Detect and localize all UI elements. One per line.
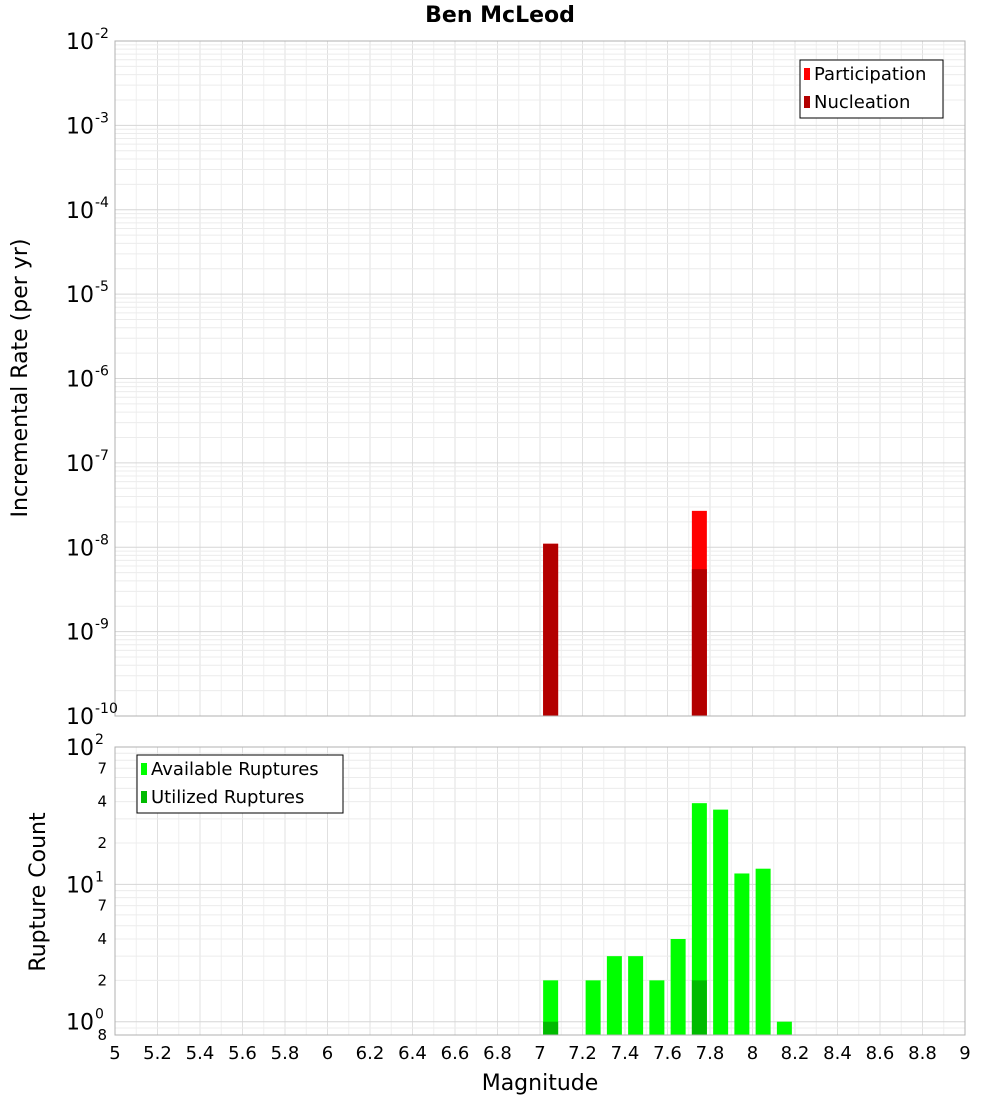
- bar-utilized-ruptures: [691, 980, 707, 1035]
- x-tick-label: 8.4: [823, 1043, 852, 1064]
- y-tick-label: 10: [66, 368, 94, 393]
- bar-available-ruptures: [670, 939, 686, 1035]
- y-tick-label: 10: [66, 621, 94, 646]
- legend-0: Participation Nucleation: [799, 59, 944, 119]
- x-tick-label: 6.6: [441, 1043, 470, 1064]
- x-tick-label: 8: [747, 1043, 758, 1064]
- x-tick-label: 7.6: [653, 1043, 682, 1064]
- x-tick-label: 5.8: [271, 1043, 300, 1064]
- legend-swatch: [141, 791, 147, 803]
- bar-available-ruptures: [776, 1021, 792, 1035]
- bar-utilized-ruptures: [543, 1021, 559, 1035]
- x-tick-label: 9: [959, 1043, 970, 1064]
- legend-box: [799, 59, 944, 119]
- x-tick-label: 5: [109, 1043, 120, 1064]
- y-tick-label: 8: [97, 1026, 107, 1044]
- legend-1: Available Ruptures Utilized Ruptures: [136, 754, 344, 814]
- y-tick-label-exponent: -3: [95, 110, 109, 126]
- y-tick-label: 10: [66, 873, 94, 898]
- bar-available-ruptures: [691, 803, 707, 1035]
- legend-swatch: [804, 96, 810, 108]
- x-tick-label: 8.6: [866, 1043, 895, 1064]
- y-tick-label-exponent: -8: [95, 532, 109, 548]
- bar-available-ruptures: [649, 980, 665, 1035]
- y-tick-label: 10: [66, 1011, 94, 1036]
- y-tick-label: 10: [66, 199, 94, 224]
- x-tick-label: 6: [322, 1043, 333, 1064]
- bar-available-ruptures: [606, 956, 622, 1035]
- y-tick-label: 4: [97, 930, 107, 948]
- x-tick-label: 7: [534, 1043, 545, 1064]
- legend-label: Nucleation: [814, 92, 910, 113]
- y-tick-label: 2: [97, 971, 107, 989]
- y-tick-label: 10: [66, 736, 94, 761]
- y-tick-label-exponent: -7: [95, 448, 109, 464]
- x-tick-label: 7.8: [696, 1043, 725, 1064]
- y-tick-label: 10: [66, 705, 94, 730]
- legend-swatch: [804, 68, 810, 80]
- x-tick-label: 5.2: [143, 1043, 172, 1064]
- top-y-axis-label: Incremental Rate (per yr): [8, 239, 33, 518]
- legend-swatch: [141, 763, 147, 775]
- y-tick-label-exponent: 0: [95, 1007, 104, 1023]
- y-tick-label-exponent: 1: [95, 869, 104, 885]
- plot-border-0: [114, 40, 966, 717]
- y-tick-label: 10: [66, 114, 94, 139]
- bar-available-ruptures: [585, 980, 601, 1035]
- y-tick-label-exponent: -2: [95, 26, 109, 42]
- y-tick-label: 4: [97, 793, 107, 811]
- plot-border-1: [114, 746, 966, 1036]
- y-tick-label: 10: [66, 452, 94, 477]
- y-tick-label: 10: [66, 30, 94, 55]
- x-tick-label: 8.8: [908, 1043, 937, 1064]
- legend-label: Participation: [814, 64, 926, 85]
- y-tick-label: 7: [97, 897, 107, 915]
- y-tick-label: 10: [66, 283, 94, 308]
- x-tick-label: 6.8: [483, 1043, 512, 1064]
- x-axis-label: Magnitude: [482, 1071, 599, 1096]
- bar-available-ruptures: [543, 980, 559, 1035]
- y-tick-label-exponent: -9: [95, 617, 109, 633]
- bar-available-ruptures: [713, 809, 729, 1035]
- bar-nucleation: [691, 569, 707, 716]
- legend-box: [136, 754, 344, 814]
- y-tick-label-exponent: -4: [95, 195, 109, 211]
- bottom-y-axis-label: Rupture Count: [26, 812, 51, 972]
- x-tick-label: 7.2: [568, 1043, 597, 1064]
- y-tick-label-exponent: 2: [95, 732, 104, 748]
- x-tick-label: 5.4: [186, 1043, 215, 1064]
- x-tick-label: 5.6: [228, 1043, 257, 1064]
- bar-available-ruptures: [628, 956, 644, 1035]
- legend-label: Utilized Ruptures: [151, 787, 304, 808]
- x-tick-label: 6.2: [356, 1043, 385, 1064]
- bar-available-ruptures: [734, 873, 750, 1035]
- x-tick-label: 6.4: [398, 1043, 427, 1064]
- legend-label: Available Ruptures: [151, 759, 319, 780]
- y-tick-label: 2: [97, 834, 107, 852]
- y-tick-label: 10: [66, 536, 94, 561]
- chart-title: Ben McLeod: [425, 3, 575, 28]
- bar-nucleation: [543, 543, 559, 716]
- y-tick-label-exponent: -10: [95, 701, 118, 717]
- x-tick-label: 7.4: [611, 1043, 640, 1064]
- y-tick-label-exponent: -6: [95, 364, 109, 380]
- bar-available-ruptures: [755, 868, 771, 1035]
- y-tick-label-exponent: -5: [95, 279, 109, 295]
- y-tick-label: 7: [97, 759, 107, 777]
- x-tick-label: 8.2: [781, 1043, 810, 1064]
